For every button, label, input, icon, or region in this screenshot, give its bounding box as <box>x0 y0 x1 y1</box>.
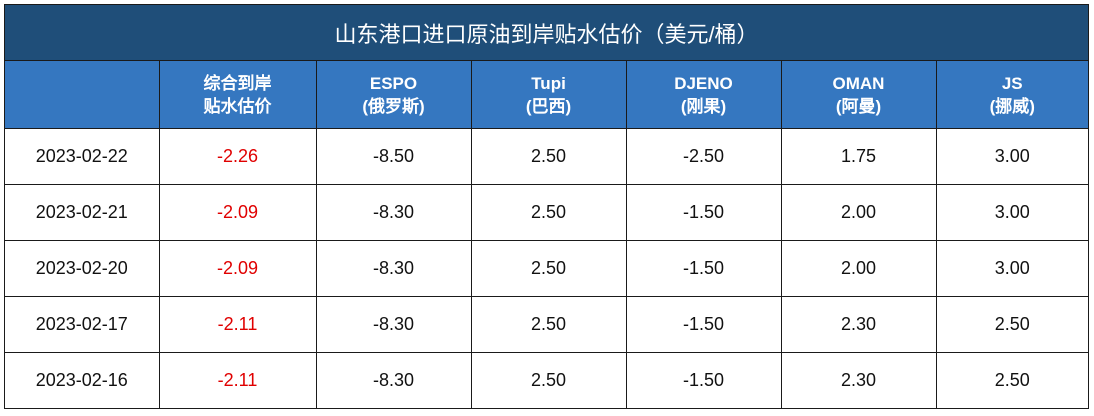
header-line: ESPO <box>369 73 418 93</box>
header-row: 综合到岸贴水估价 ESPO (俄罗斯) Tupi (巴西) DJENO (刚果) OMAN (阿… <box>5 61 1088 129</box>
date-cell: 2023-02-20 <box>5 240 160 297</box>
value-cell: -2.50 <box>625 128 782 185</box>
value-cell: 2.50 <box>470 352 627 408</box>
header-cell: 综合到岸 贴水估价 <box>158 61 317 129</box>
header-line: 综合到岸 <box>203 73 272 93</box>
value-cell: 2.30 <box>780 352 937 408</box>
header-line: (挪威) <box>989 96 1035 116</box>
value-cell: 2.50 <box>470 184 627 241</box>
header-line: OMAN <box>832 73 885 93</box>
value-cell: -2.11 <box>158 296 317 353</box>
value-cell: -1.50 <box>625 240 782 297</box>
data-row: 2023-02-20 -2.09 -8.30 2.50 -1.50 2.00 3.00 <box>5 240 1088 297</box>
value-cell: -2.09 <box>158 184 317 241</box>
value-cell: -2.26 <box>158 128 317 185</box>
value-cell: -8.30 <box>315 296 472 353</box>
date-cell: 2023-02-21 <box>5 184 160 241</box>
data-row: 2023-02-17 -2.11 -8.30 2.50 -1.50 2.30 2.50 <box>5 296 1088 353</box>
header-line: (阿曼) <box>835 96 882 116</box>
header-cell: JS (挪威) <box>935 61 1088 129</box>
value-cell: 2.00 <box>780 184 937 241</box>
header-corner <box>5 61 160 129</box>
value-cell: 2.50 <box>470 296 627 353</box>
header-line: 贴水估价 <box>203 96 272 116</box>
value-cell: 2.50 <box>470 128 627 185</box>
data-row: 2023-02-16 -2.11 -8.30 2.50 -1.50 2.30 2.50 <box>5 352 1088 408</box>
value-cell: 1.75 <box>780 128 937 185</box>
date-cell: 2023-02-17 <box>5 296 160 353</box>
value-cell: 2.30 <box>780 296 937 353</box>
value-cell: -1.50 <box>625 296 782 353</box>
price-table-panel: 山东港口进口原油到岸贴水估价（美元/桶） 综合到岸贴水估价 ESPO (俄罗斯) Tu… <box>4 4 1089 409</box>
value-cell: -1.50 <box>625 184 782 241</box>
header-line: (刚果) <box>680 96 727 116</box>
data-row: 2023-02-21 -2.09 -8.30 2.50 -1.50 2.00 3.00 <box>5 184 1088 241</box>
value-cell: 3.00 <box>935 184 1088 241</box>
value-cell: 3.00 <box>935 240 1088 297</box>
value-cell: 2.50 <box>935 352 1088 408</box>
table-title: 山东港口进口原油到岸贴水估价（美元/桶） <box>5 5 1088 61</box>
value-cell: 2.50 <box>935 296 1088 353</box>
header-cell: Tupi (巴西) <box>470 61 627 129</box>
date-cell: 2023-02-16 <box>5 352 160 408</box>
header-cell: DJENO (刚果) <box>625 61 782 129</box>
value-cell: -2.11 <box>158 352 317 408</box>
value-cell: -1.50 <box>625 352 782 408</box>
header-cell: OMAN (阿曼) <box>780 61 937 129</box>
header-line: DJENO <box>674 73 733 93</box>
header-line: JS <box>1001 73 1023 93</box>
price-table: 综合到岸贴水估价 ESPO (俄罗斯) Tupi (巴西) DJENO (刚果) OMAN (阿… <box>5 61 1088 408</box>
value-cell: -2.09 <box>158 240 317 297</box>
value-cell: -8.30 <box>315 240 472 297</box>
data-row: 2023-02-22 -2.26 -8.50 2.50 -2.50 1.75 3.00 <box>5 128 1088 185</box>
header-line: Tupi <box>531 73 566 93</box>
date-cell: 2023-02-22 <box>5 128 160 185</box>
header-cell: ESPO (俄罗斯) <box>315 61 472 129</box>
value-cell: -8.50 <box>315 128 472 185</box>
value-cell: 2.00 <box>780 240 937 297</box>
value-cell: -8.30 <box>315 184 472 241</box>
value-cell: 3.00 <box>935 128 1088 185</box>
header-line: (巴西) <box>525 96 572 116</box>
table-body: 2023-02-22 -2.26 -8.50 2.50 -2.50 1.75 3.00 202… <box>5 128 1088 408</box>
value-cell: -8.30 <box>315 352 472 408</box>
value-cell: 2.50 <box>470 240 627 297</box>
header-line: (俄罗斯) <box>362 96 425 116</box>
